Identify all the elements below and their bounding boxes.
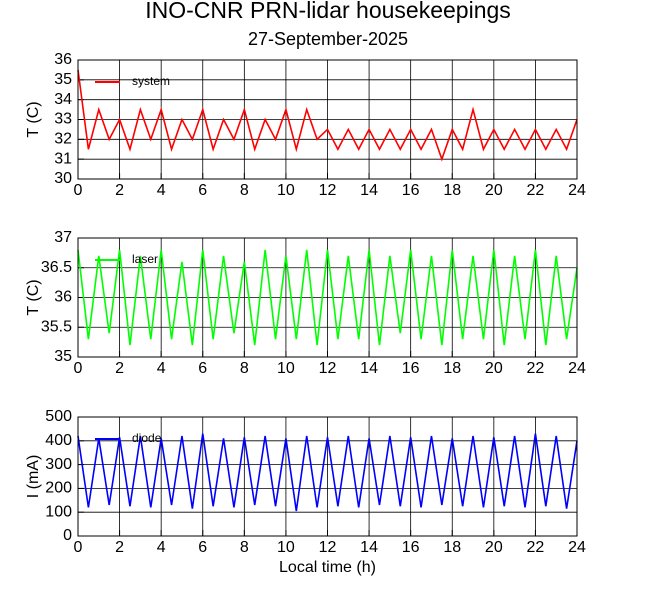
x-tick-label: 12 <box>319 360 337 377</box>
y-tick-label: 500 <box>45 408 72 425</box>
x-tick-label: 24 <box>568 539 586 556</box>
x-tick-label: 18 <box>443 539 461 556</box>
x-tick-label: 10 <box>277 539 295 556</box>
y-tick-label: 300 <box>45 456 72 473</box>
x-tick-label: 10 <box>277 182 295 199</box>
y-tick-label: 36 <box>54 51 72 68</box>
x-tick-label: 20 <box>485 360 503 377</box>
figure-subtitle: 27-September-2025 <box>248 29 408 49</box>
y-tick-label: 100 <box>45 503 72 520</box>
figure-title: INO-CNR PRN-lidar housekeepings <box>145 0 511 23</box>
x-tick-label: 4 <box>157 182 166 199</box>
x-tick-label: 8 <box>240 539 249 556</box>
x-tick-label: 24 <box>568 182 586 199</box>
plot-frame <box>77 237 578 358</box>
y-tick-label: 37 <box>54 229 72 246</box>
x-tick-label: 2 <box>115 360 124 377</box>
y-tick-label: 36 <box>54 289 72 306</box>
y-axis-label: I (mA) <box>25 455 42 499</box>
x-tick-label: 18 <box>443 182 461 199</box>
x-tick-label: 0 <box>74 360 83 377</box>
y-axis-label: T (C) <box>25 101 42 137</box>
x-tick-label: 16 <box>402 539 420 556</box>
y-tick-label: 30 <box>54 170 72 187</box>
x-tick-label: 12 <box>319 539 337 556</box>
x-tick-label: 6 <box>198 539 207 556</box>
plot-frame <box>77 59 578 180</box>
data-line <box>77 69 578 162</box>
x-tick-label: 2 <box>115 539 124 556</box>
y-tick-label: 200 <box>45 480 72 497</box>
y-tick-label: 36.5 <box>41 259 72 276</box>
x-tick-label: 14 <box>360 182 378 199</box>
x-tick-label: 6 <box>198 182 207 199</box>
y-tick-label: 31 <box>54 150 72 167</box>
x-tick-label: 14 <box>360 360 378 377</box>
y-tick-label: 35 <box>54 348 72 365</box>
x-tick-label: 4 <box>157 539 166 556</box>
x-tick-label: 22 <box>527 360 545 377</box>
x-tick-label: 22 <box>527 539 545 556</box>
legend-label: system <box>132 74 170 88</box>
plot-frame <box>77 416 578 537</box>
x-tick-label: 10 <box>277 360 295 377</box>
y-tick-label: 0 <box>63 527 72 544</box>
y-tick-label: 34 <box>54 91 72 108</box>
x-tick-label: 16 <box>402 182 420 199</box>
x-tick-label: 8 <box>240 182 249 199</box>
x-tick-label: 24 <box>568 360 586 377</box>
x-tick-label: 8 <box>240 360 249 377</box>
legend-label: diode <box>132 431 162 445</box>
x-tick-label: 16 <box>402 360 420 377</box>
y-tick-label: 35 <box>54 71 72 88</box>
y-axis-label: T (C) <box>25 279 42 315</box>
x-tick-label: 12 <box>319 182 337 199</box>
x-axis-label: Local time (h) <box>279 559 376 576</box>
x-tick-label: 22 <box>527 182 545 199</box>
x-tick-label: 0 <box>74 539 83 556</box>
x-tick-label: 18 <box>443 360 461 377</box>
legend-label: laser <box>132 252 158 266</box>
y-tick-label: 400 <box>45 432 72 449</box>
y-tick-label: 32 <box>54 131 72 148</box>
y-tick-label: 33 <box>54 111 72 128</box>
x-tick-label: 2 <box>115 182 124 199</box>
x-tick-label: 0 <box>74 182 83 199</box>
x-tick-label: 14 <box>360 539 378 556</box>
data-line <box>77 433 578 512</box>
x-tick-label: 6 <box>198 360 207 377</box>
data-line <box>77 249 578 346</box>
x-tick-label: 20 <box>485 182 503 199</box>
y-tick-label: 35.5 <box>41 318 72 335</box>
x-tick-label: 20 <box>485 539 503 556</box>
x-tick-label: 4 <box>157 360 166 377</box>
